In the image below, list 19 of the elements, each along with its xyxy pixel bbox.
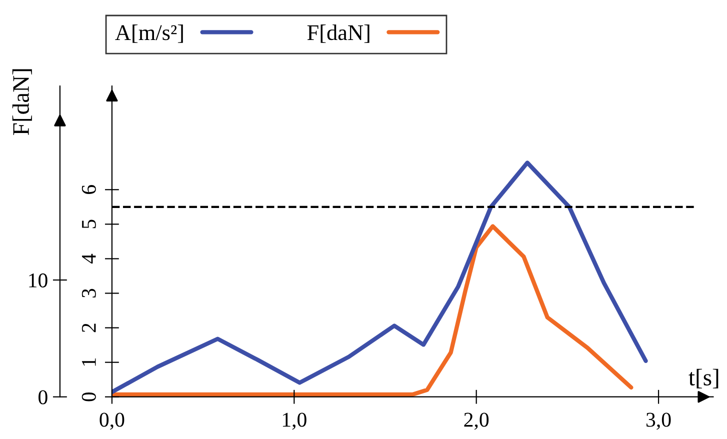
y-tick-label: 1 (82, 358, 96, 366)
y-tick-label: 4 (82, 254, 96, 264)
y-tick-label: 2 (82, 324, 96, 332)
y-tick-label: 5 (82, 220, 96, 228)
line-series (112, 224, 634, 397)
x-axis-title: t[s] (688, 368, 718, 388)
line-series (112, 160, 648, 394)
y-tick-label: 3 (82, 288, 96, 298)
x-tick-label: 2,0 (464, 412, 489, 430)
x-tick-label: 1,0 (282, 412, 306, 430)
legend-label: A[m/s²] (115, 24, 183, 43)
y-tick-label: 0 (82, 392, 96, 402)
y-tick-label: 6 (82, 185, 96, 194)
x-tick-label: 0,0 (100, 412, 124, 430)
x-tick-label: 3,0 (646, 412, 671, 430)
y2-tick-label: 0 (38, 390, 48, 404)
legend-label: F[daN] (307, 24, 370, 43)
y2-tick-label: 10 (29, 273, 48, 288)
y2-axis-title: F[daN] (12, 69, 32, 135)
